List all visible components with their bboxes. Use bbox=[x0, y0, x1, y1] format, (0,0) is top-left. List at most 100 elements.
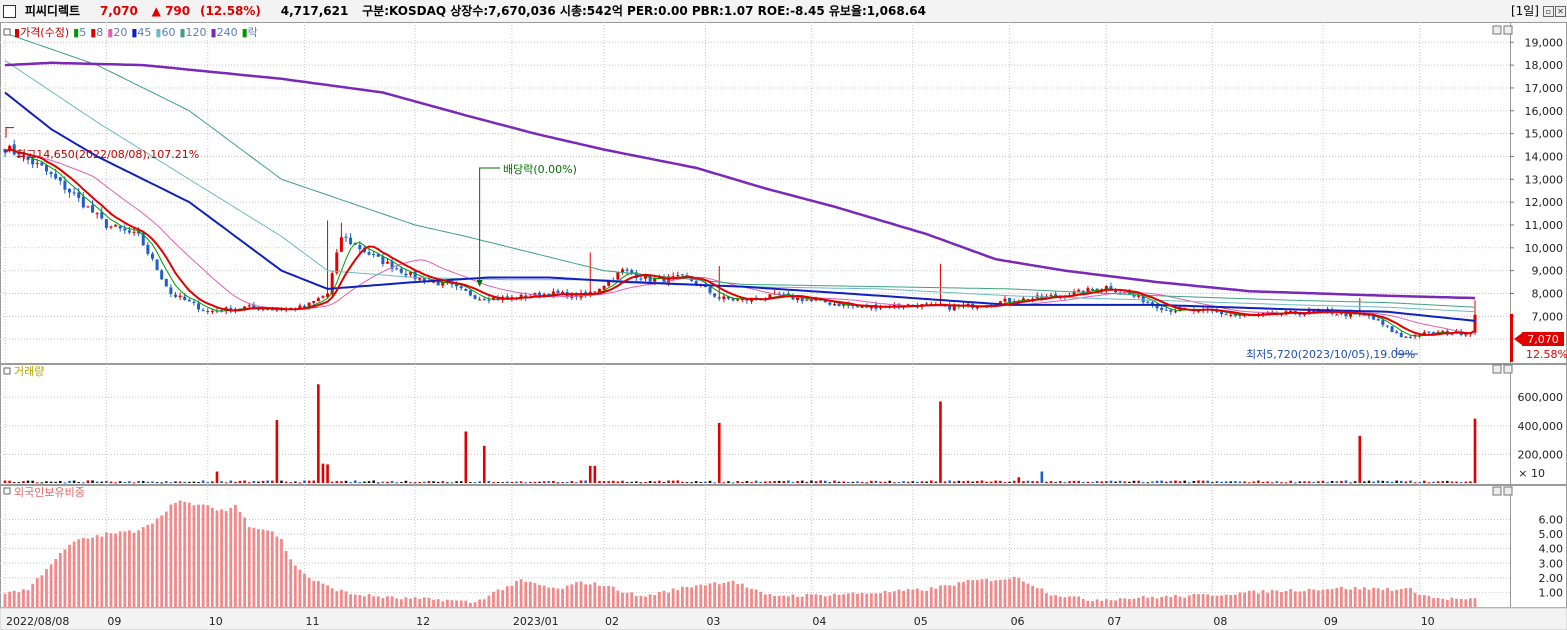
foreign-ratio-bar bbox=[1003, 579, 1007, 607]
foreign-ratio-bar bbox=[1459, 598, 1463, 607]
stock-name[interactable]: 피씨디렉트 bbox=[24, 4, 81, 18]
volume-bar bbox=[496, 482, 500, 484]
volume-bar bbox=[731, 482, 735, 484]
foreign-ratio-bar bbox=[1399, 588, 1403, 607]
x-tick-label: 03 bbox=[706, 615, 720, 628]
foreign-ratio-bar bbox=[344, 591, 348, 607]
volume-bar bbox=[1307, 481, 1311, 483]
volume-bar bbox=[206, 482, 210, 484]
volume-panel-close-icon[interactable] bbox=[1503, 364, 1513, 374]
current-price: 7,070 bbox=[99, 4, 138, 18]
price-panel-maximize-icon[interactable] bbox=[1492, 25, 1502, 35]
ma240-line bbox=[4, 61, 1476, 300]
candle-body bbox=[298, 305, 302, 309]
panel-toggle-checkbox[interactable] bbox=[3, 5, 16, 18]
volume-bar bbox=[722, 482, 726, 484]
foreign-ratio-bar bbox=[395, 598, 399, 607]
candle-body bbox=[1362, 314, 1366, 316]
legend-item[interactable]: 45 bbox=[137, 26, 151, 39]
price-y-tick-label: 17,000 bbox=[1525, 82, 1564, 95]
volume-bar bbox=[1164, 481, 1168, 483]
volume-bar bbox=[312, 480, 316, 483]
x-tick-label: 06 bbox=[1011, 615, 1025, 628]
foreign-panel-close-icon[interactable] bbox=[1503, 486, 1513, 496]
foreign-ratio-bar bbox=[215, 510, 219, 607]
legend-item[interactable]: 60 bbox=[161, 26, 175, 39]
foreign-ratio-bar bbox=[860, 593, 864, 607]
volume-bar bbox=[1109, 480, 1113, 483]
candle-body bbox=[1432, 332, 1436, 334]
volume-bar bbox=[1068, 481, 1071, 483]
volume-panel-collapse-icon[interactable] bbox=[3, 367, 11, 375]
volume-bar bbox=[879, 481, 882, 483]
volume-bar bbox=[842, 481, 845, 483]
foreign-ratio-bar bbox=[1270, 589, 1274, 607]
volume-bar bbox=[759, 481, 763, 483]
legend-item[interactable]: 락 bbox=[248, 26, 258, 39]
volume-bar bbox=[164, 481, 168, 483]
foreign-ratio-bar bbox=[690, 587, 694, 607]
foreign-ratio-bar bbox=[837, 594, 841, 607]
volume-bar bbox=[699, 481, 703, 483]
period-selector[interactable]: [1일] bbox=[1510, 4, 1539, 18]
candle-body bbox=[362, 248, 366, 253]
foreign-panel-collapse-icon[interactable] bbox=[3, 487, 11, 495]
candle-body bbox=[164, 278, 168, 287]
candle-body bbox=[349, 237, 353, 245]
foreign-ratio-bar bbox=[814, 594, 818, 607]
foreign-ratio-bar bbox=[31, 583, 35, 607]
volume-bar bbox=[45, 481, 48, 483]
candle-body bbox=[376, 254, 380, 257]
candle-body bbox=[44, 165, 48, 172]
volume-bar bbox=[77, 482, 81, 484]
volume-bar bbox=[1413, 482, 1417, 484]
legend-item[interactable]: 20 bbox=[113, 26, 127, 39]
legend-item[interactable]: 가격(수정) bbox=[20, 26, 69, 39]
foreign-ratio-bar bbox=[1358, 589, 1362, 607]
legend-item[interactable]: 240 bbox=[217, 26, 238, 39]
candle-body bbox=[542, 294, 546, 296]
window-close-icon[interactable]: ✕ bbox=[1555, 6, 1566, 17]
candle-body bbox=[238, 308, 242, 310]
foreign-ratio-bar bbox=[427, 597, 431, 607]
foreign-panel-maximize-icon[interactable] bbox=[1492, 486, 1502, 496]
volume-bar bbox=[1031, 481, 1034, 483]
foreign-ratio-bar bbox=[842, 594, 846, 607]
legend-item[interactable]: 8 bbox=[96, 26, 103, 39]
legend-item[interactable]: 120 bbox=[186, 26, 207, 39]
foreign-ratio-bar bbox=[1008, 578, 1011, 607]
price-panel-collapse-icon[interactable] bbox=[3, 28, 11, 36]
x-tick-label: 12 bbox=[416, 615, 430, 628]
candle-body bbox=[330, 273, 334, 295]
price-panel-close-icon[interactable] bbox=[1503, 25, 1513, 35]
volume-bar bbox=[1022, 481, 1025, 483]
candle-body bbox=[132, 231, 136, 233]
foreign-ratio-bar bbox=[91, 537, 94, 607]
foreign-ratio-bar bbox=[1303, 591, 1306, 607]
foreign-ratio-bar bbox=[1436, 597, 1440, 607]
legend-item[interactable]: 5 bbox=[79, 26, 86, 39]
foreign-y-tick-label: 2.00 bbox=[1539, 572, 1564, 585]
window-restore-icon[interactable]: ▫ bbox=[1543, 6, 1554, 17]
volume-bar bbox=[791, 482, 795, 484]
volume-panel-maximize-icon[interactable] bbox=[1492, 364, 1502, 374]
foreign-ratio-bar bbox=[1344, 589, 1348, 607]
volume-bar bbox=[1303, 481, 1306, 483]
foreign-ratio-bar bbox=[441, 601, 445, 607]
volume-bar bbox=[1275, 481, 1279, 483]
foreign-ratio-bar bbox=[1040, 588, 1044, 607]
foreign-ratio-bar bbox=[538, 584, 541, 607]
volume-bar bbox=[1178, 481, 1182, 483]
foreign-ratio-bar bbox=[1381, 589, 1385, 607]
volume-bar bbox=[616, 481, 620, 483]
current-price-tag-text: 7,070 bbox=[1527, 333, 1559, 346]
foreign-ratio-bar bbox=[699, 584, 703, 607]
volume-bar bbox=[819, 480, 822, 483]
volume-bar bbox=[367, 481, 371, 483]
foreign-ratio-bar bbox=[58, 553, 62, 607]
volume-bar bbox=[344, 480, 348, 483]
candle-body bbox=[740, 299, 744, 301]
foreign-ratio-bar bbox=[1091, 601, 1094, 607]
candle-body bbox=[1385, 325, 1389, 327]
foreign-ratio-bar bbox=[704, 585, 707, 607]
